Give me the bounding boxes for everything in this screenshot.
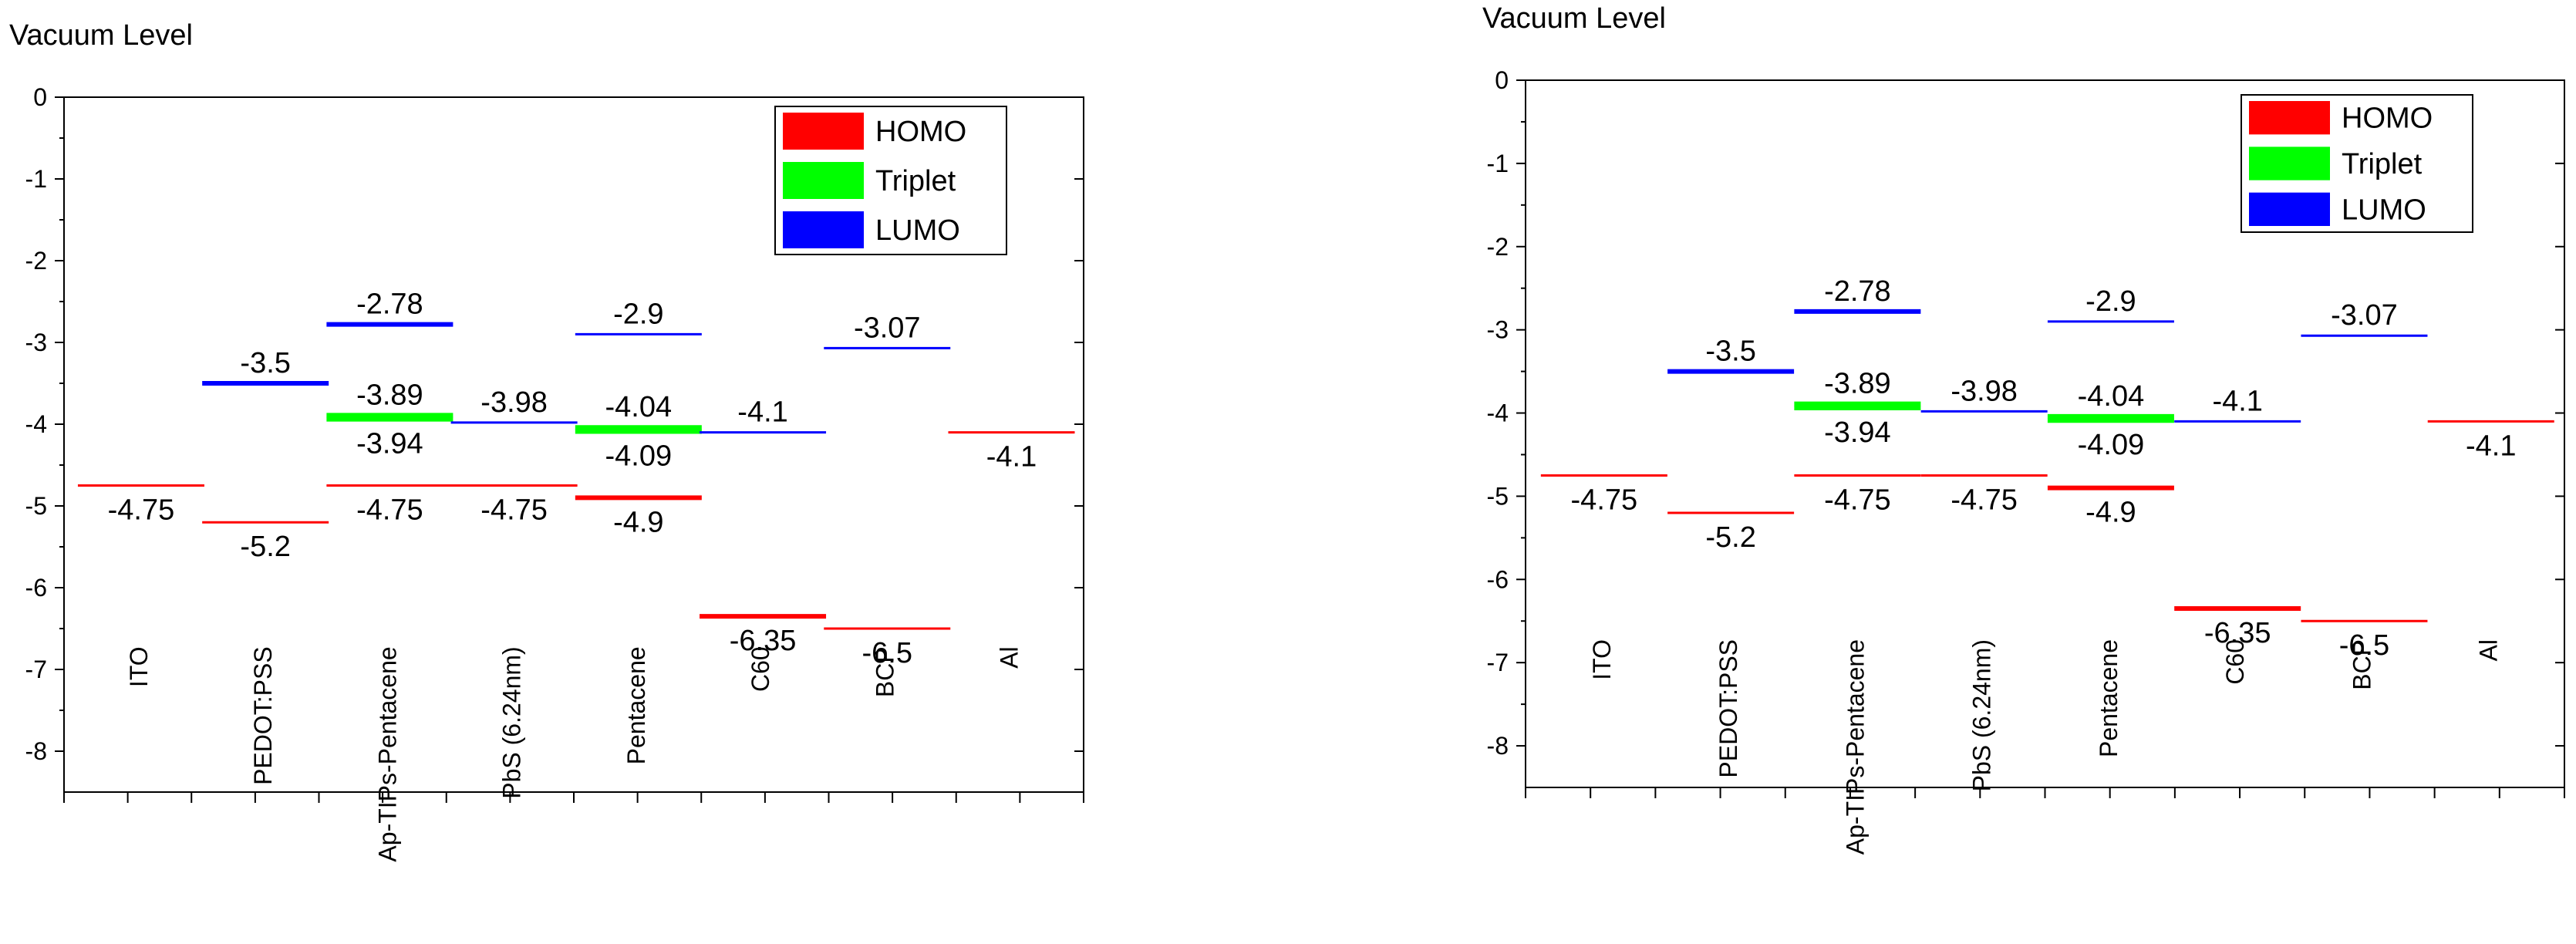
level-value-label: -4.9 <box>613 506 663 538</box>
category-label: C60 <box>2221 639 2249 685</box>
y-tick-label: -5 <box>1487 482 1509 510</box>
level-value-label: -6.35 <box>730 625 797 657</box>
y-tick-label: -2 <box>1487 233 1509 261</box>
category-label: ITO <box>1588 639 1616 680</box>
level-value-label: -4.1 <box>986 441 1037 474</box>
level-value-label: -5.2 <box>1705 521 1755 554</box>
category-label: BCP <box>871 646 899 697</box>
category-label: Ap-TIPs-Pentacene <box>1841 639 1869 855</box>
level-value-label: -3.07 <box>2331 299 2398 332</box>
level-value-label: -4.04 <box>2078 380 2145 413</box>
category-label: PEDOT:PSS <box>249 646 277 785</box>
level-value-label: -2.9 <box>613 298 663 330</box>
level-value-label: -2.78 <box>1824 275 1891 308</box>
chart-panel-1: Vacuum Level 0 -1 -2 -3 -4 -5 -6 -7 -8 ITO PEDOT:PS… <box>9 19 1084 862</box>
level-value-label: -3.98 <box>1951 375 2018 407</box>
y-tick-label: -5 <box>25 492 47 520</box>
category-label: C60 <box>747 646 774 692</box>
y-tick-label: -3 <box>1487 316 1509 344</box>
level-value-label: -4.75 <box>1571 484 1638 516</box>
level-value-label: -4.09 <box>605 440 673 473</box>
level-value-label: -2.9 <box>2085 285 2136 318</box>
level-value-label: -2.78 <box>356 288 423 321</box>
level-value-label: -6.5 <box>2339 629 2389 662</box>
legend-label: HOMO <box>875 116 966 148</box>
legend-swatch <box>783 211 864 248</box>
level-value-label: -4.09 <box>2078 429 2145 461</box>
y-tick-label: -7 <box>25 656 47 683</box>
level-value-label: -3.98 <box>480 386 548 419</box>
legend-swatch <box>783 162 864 199</box>
category-label: Al <box>2475 639 2503 661</box>
legend-label: Triplet <box>875 165 956 197</box>
y-tick-label: -8 <box>1487 732 1509 760</box>
y-tick-label: -6 <box>25 574 47 602</box>
y-tick-label: -4 <box>1487 400 1509 427</box>
y-tick-label: -7 <box>1487 649 1509 676</box>
category-label: Pentacene <box>2095 639 2123 757</box>
level-value-label: -4.04 <box>605 391 673 423</box>
y-tick-label: -4 <box>25 410 47 438</box>
level-value-label: -3.89 <box>1824 368 1891 400</box>
y-tick-label: -8 <box>25 737 47 765</box>
legend-swatch <box>783 113 864 150</box>
level-value-label: -3.5 <box>1705 335 1755 368</box>
level-value-label: -5.2 <box>240 531 290 563</box>
level-value-label: -4.75 <box>1951 484 2018 516</box>
y-tick-label: -1 <box>25 165 47 193</box>
level-value-label: -6.5 <box>862 637 912 669</box>
level-value-label: -3.07 <box>854 312 921 344</box>
level-value-label: -4.75 <box>108 494 175 527</box>
category-label: PEDOT:PSS <box>1715 639 1742 778</box>
level-value-label: -4.9 <box>2085 497 2136 529</box>
level-value-label: -3.94 <box>356 428 423 460</box>
level-value-label: -4.75 <box>480 494 548 527</box>
legend-label: LUMO <box>875 214 960 247</box>
legend-label: Triplet <box>2342 148 2423 180</box>
category-label: Pentacene <box>622 646 650 764</box>
category-label: PbS (6.24nm) <box>498 646 526 798</box>
y-axis-title: Vacuum Level <box>1482 2 1666 35</box>
y-tick-label: -2 <box>25 247 47 275</box>
category-label: ITO <box>125 646 153 687</box>
legend-label: HOMO <box>2342 103 2433 135</box>
y-tick-label: -6 <box>1487 565 1509 593</box>
category-label: Al <box>995 646 1023 668</box>
category-label: PbS (6.24nm) <box>1968 639 1996 791</box>
legend-swatch <box>2249 147 2330 180</box>
level-value-label: -4.1 <box>737 396 787 429</box>
level-value-label: -4.1 <box>2466 430 2516 462</box>
legend-label: LUMO <box>2342 194 2426 226</box>
legend-swatch <box>2249 192 2330 226</box>
level-value-label: -4.75 <box>1824 484 1891 516</box>
category-label: BCP <box>2348 639 2375 690</box>
y-tick-label: 0 <box>1495 66 1509 94</box>
y-axis-title: Vacuum Level <box>9 19 193 52</box>
level-value-label: -4.1 <box>2212 385 2262 417</box>
y-tick-label: -1 <box>1487 150 1509 177</box>
level-value-label: -6.35 <box>2204 617 2271 649</box>
level-value-label: -3.89 <box>356 379 423 411</box>
legend-swatch <box>2249 101 2330 135</box>
category-label: Ap-TIPs-Pentacene <box>373 646 401 861</box>
y-tick-label: 0 <box>33 83 47 111</box>
level-value-label: -3.94 <box>1824 416 1891 449</box>
level-value-label: -3.5 <box>240 347 290 379</box>
level-value-label: -4.75 <box>356 494 423 527</box>
chart-panel-2: Vacuum Level 0 -1 -2 -3 -4 -5 -6 -7 -8 ITO PEDOT:PS… <box>1482 2 2565 855</box>
y-tick-label: -3 <box>25 329 47 356</box>
